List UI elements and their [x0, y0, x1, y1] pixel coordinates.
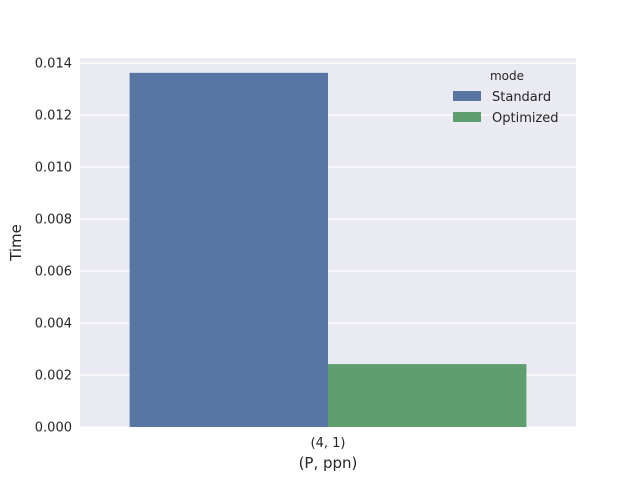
bar-optimized: [328, 364, 527, 427]
legend-swatch-standard: [453, 91, 481, 101]
y-tick-label: 0.014: [35, 57, 72, 72]
x-axis-label: (P, ppn): [299, 454, 358, 472]
legend-title: mode: [490, 69, 524, 83]
y-tick-label: 0.000: [35, 421, 72, 436]
bar-standard: [129, 72, 328, 427]
y-tick-label: 0.012: [35, 109, 72, 124]
y-tick-label: 0.004: [35, 317, 72, 332]
legend-items: Standard Optimized: [453, 90, 559, 126]
legend: mode Standard Optimized: [453, 69, 559, 126]
bars: [129, 72, 527, 427]
x-tick-label: (4, 1): [311, 436, 346, 451]
y-tick-label: 0.006: [35, 265, 72, 280]
y-tick-label: 0.010: [35, 161, 72, 176]
x-axis-ticks: (4, 1): [311, 436, 346, 451]
legend-swatch-optimized: [453, 112, 481, 122]
legend-label-standard: Standard: [492, 90, 551, 105]
legend-label-optimized: Optimized: [492, 111, 559, 126]
y-axis-label: Time: [7, 224, 25, 262]
y-tick-label: 0.002: [35, 369, 72, 384]
y-axis-ticks: 0.000 0.002 0.004 0.006 0.008 0.010 0.012 0.014: [35, 57, 72, 436]
y-tick-label: 0.008: [35, 213, 72, 228]
